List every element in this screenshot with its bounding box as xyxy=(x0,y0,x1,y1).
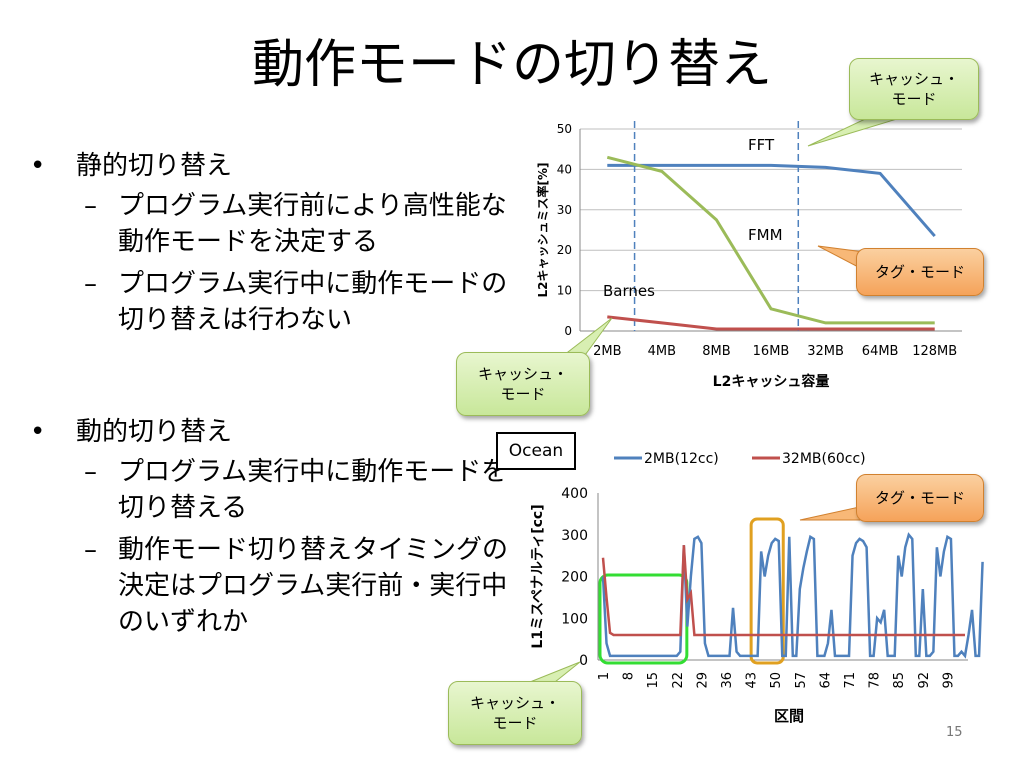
callout-cache-mid: キャッシュ・ モード xyxy=(456,352,590,416)
x-axis-title: 区間 xyxy=(774,707,804,725)
x-tick-label: 71 xyxy=(843,672,858,689)
y-axis-title: L1ミスペナルティ[cc] xyxy=(530,504,546,648)
x-tick-label: 92 xyxy=(917,672,932,689)
series-line-32mb xyxy=(601,545,965,637)
x-tick-label: 22 xyxy=(671,672,686,689)
page-number: 15 xyxy=(946,725,963,740)
series-line-fmm xyxy=(606,155,935,325)
sub-bullet-text: プログラム実行中に動作モードを切り替える xyxy=(118,457,508,523)
sub-bullet-text: プログラム実行前により高性能な動作モードを決定する xyxy=(118,191,507,257)
slide-title: 動作モードの切り替え xyxy=(251,35,772,95)
series-label: FMM xyxy=(748,226,783,244)
dash: – xyxy=(84,535,97,565)
series-label: Barnes xyxy=(603,282,655,300)
x-tick-label: 64MB xyxy=(862,344,899,359)
sub-bullet: – プログラム実行中に動作モードを切り替える xyxy=(30,454,510,526)
x-tick-label: 29 xyxy=(695,672,710,689)
x-tick-label: 78 xyxy=(868,672,883,689)
x-tick-label: 15 xyxy=(646,672,661,689)
y-tick-label: 20 xyxy=(557,243,572,257)
sub-bullet-text: 動作モード切り替えタイミングの決定はプログラム実行前・実行中のいずれか xyxy=(118,535,509,637)
series-label: FFT xyxy=(748,136,775,154)
bullet-dynamic: • 動的切り替え xyxy=(30,414,510,450)
dash: – xyxy=(84,457,97,487)
x-tick-label: 32MB xyxy=(807,344,844,359)
bullet-static: • 静的切り替え xyxy=(30,148,510,184)
x-tick-label: 8 xyxy=(622,672,637,680)
x-tick-label: 43 xyxy=(745,672,760,689)
dash: – xyxy=(84,269,97,299)
dash: – xyxy=(84,191,97,221)
y-axis-title: L2キャッシュミス率[%] xyxy=(535,163,550,298)
legend-label: 32MB(60cc) xyxy=(782,451,866,467)
series-line-barnes xyxy=(607,315,935,331)
ocean-label: Ocean xyxy=(496,432,576,470)
y-tick-label: 0 xyxy=(564,324,572,338)
y-tick-label: 50 xyxy=(557,122,572,136)
sub-bullet: – プログラム実行中に動作モードの切り替えは行わない xyxy=(30,266,510,338)
x-tick-label: 36 xyxy=(720,672,735,689)
series-line-fft xyxy=(607,163,936,238)
tag-mode-highlight xyxy=(749,517,785,665)
y-tick-label: 300 xyxy=(561,528,588,544)
x-tick-label: 2MB xyxy=(593,344,621,359)
series-line-2mb xyxy=(601,532,984,659)
x-tick-label: 1 xyxy=(597,672,612,680)
bullet-text: 動的切り替え xyxy=(76,417,233,447)
x-tick-label: 64 xyxy=(818,672,833,689)
legend-label: 2MB(12cc) xyxy=(644,451,719,467)
y-tick-label: 200 xyxy=(561,570,588,586)
bullet-dot: • xyxy=(30,151,46,181)
y-tick-label: 40 xyxy=(557,162,572,176)
pointer-tag-bottom xyxy=(799,505,865,521)
callout-tag-top: タグ・モード xyxy=(856,248,984,296)
sub-bullet: – 動作モード切り替えタイミングの決定はプログラム実行前・実行中のいずれか xyxy=(30,532,510,640)
x-axis-title: L2キャッシュ容量 xyxy=(713,373,830,390)
x-tick-label: 57 xyxy=(794,672,809,689)
x-tick-label: 4MB xyxy=(648,344,676,359)
sub-bullet-text: プログラム実行中に動作モードの切り替えは行わない xyxy=(118,269,508,335)
x-tick-label: 16MB xyxy=(753,344,790,359)
bullet-list: • 静的切り替え – プログラム実行前により高性能な動作モードを決定する – プログラ… xyxy=(30,148,510,646)
callout-cache-top: キャッシュ・ モード xyxy=(849,58,979,120)
bullet-text: 静的切り替え xyxy=(76,151,233,181)
x-tick-label: 85 xyxy=(892,672,907,689)
sub-bullet: – プログラム実行前により高性能な動作モードを決定する xyxy=(30,188,510,260)
x-tick-label: 50 xyxy=(769,672,784,689)
y-tick-label: 100 xyxy=(561,611,588,627)
y-tick-label: 10 xyxy=(557,284,572,298)
y-tick-label: 400 xyxy=(561,486,588,502)
bullet-dot: • xyxy=(30,417,46,447)
x-tick-label: 99 xyxy=(941,672,956,689)
y-tick-label: 0 xyxy=(579,653,588,669)
x-tick-label: 128MB xyxy=(912,344,957,359)
callout-tag-bottom: タグ・モード xyxy=(856,474,984,522)
x-tick-label: 8MB xyxy=(702,344,730,359)
y-tick-label: 30 xyxy=(557,203,572,217)
callout-cache-bottom: キャッシュ・ モード xyxy=(448,681,582,745)
